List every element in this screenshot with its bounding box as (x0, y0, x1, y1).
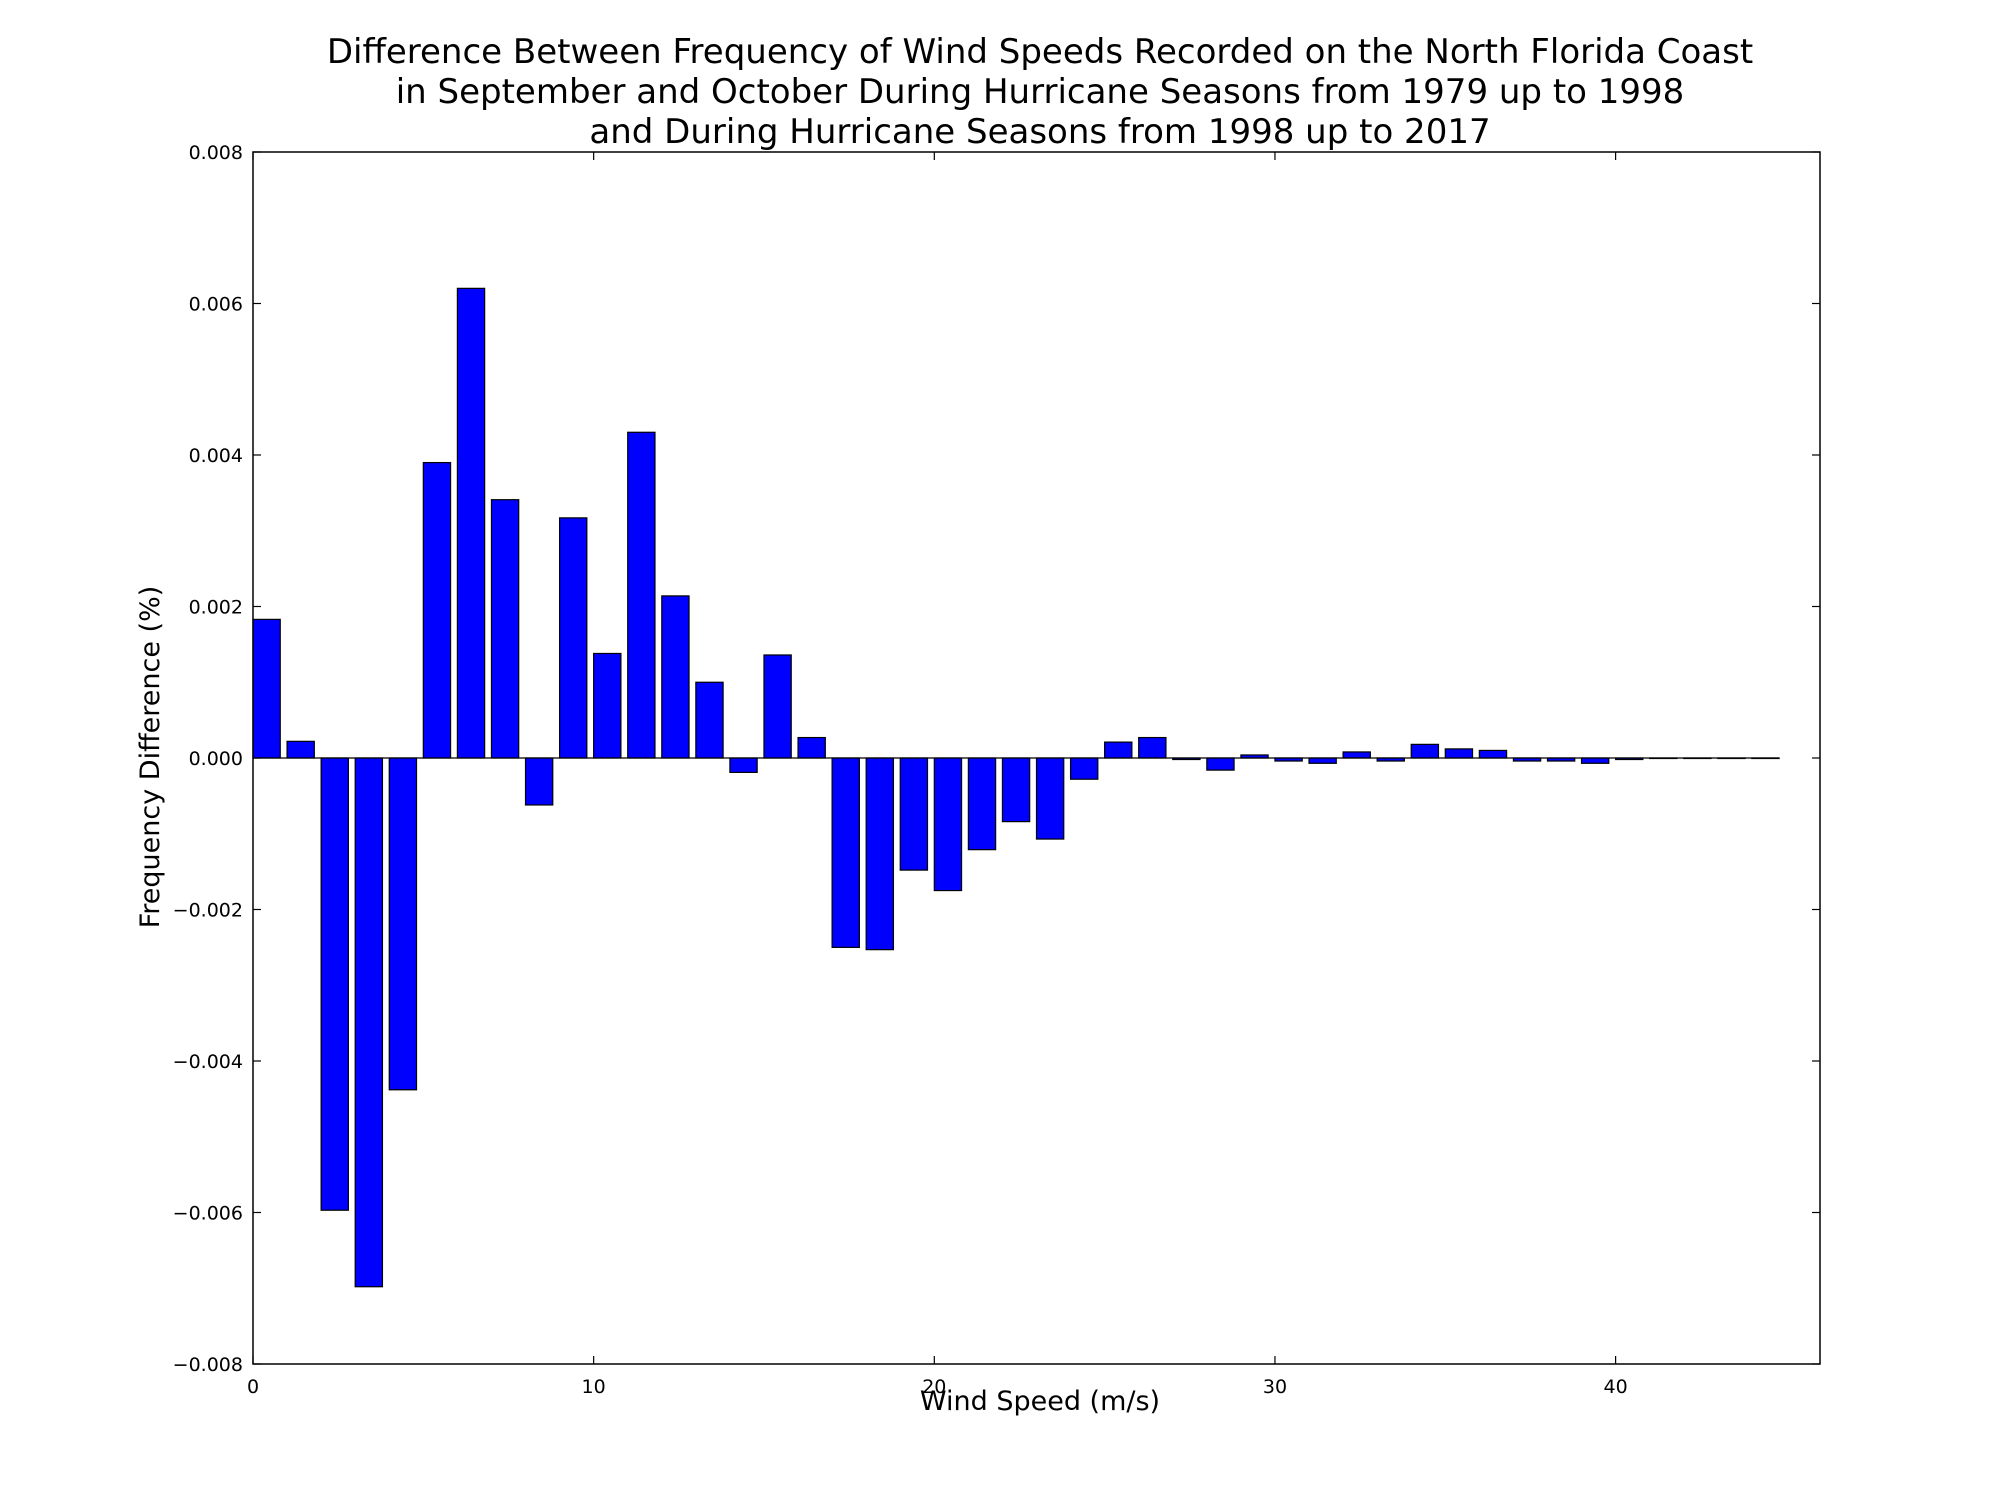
bar-32 (1342, 751, 1371, 759)
bar-2 (320, 757, 349, 1211)
bar-9 (558, 517, 588, 759)
x-tick-label: 30 (1263, 1376, 1287, 1398)
bars (252, 287, 1780, 1288)
bar-23 (1035, 757, 1065, 840)
y-tick-label: −0.002 (173, 900, 243, 922)
y-tick-label: 0.002 (189, 597, 243, 619)
bar-22 (1001, 757, 1031, 823)
bar-7 (490, 499, 520, 759)
bar-18 (865, 757, 895, 951)
chart-title-line-2: in September and October During Hurrican… (396, 72, 1685, 112)
bar-14 (729, 757, 758, 773)
bar-5 (422, 461, 452, 759)
y-tick-label: 0.008 (189, 142, 243, 164)
bar-36 (1478, 749, 1508, 759)
bar-28 (1206, 757, 1235, 771)
y-tick-label: 0.004 (189, 445, 243, 467)
bar-31 (1308, 757, 1337, 764)
bar-3 (354, 757, 384, 1288)
bar-21 (967, 757, 997, 851)
y-tick-label: −0.004 (173, 1051, 243, 1073)
bar-12 (661, 595, 690, 759)
x-axis-label: Wind Speed (m/s) (920, 1386, 1160, 1417)
bar-17 (831, 757, 860, 948)
bar-6 (456, 287, 486, 759)
bar-8 (524, 757, 554, 806)
y-tick-label: −0.008 (173, 1354, 243, 1376)
chart-title: Difference Between Frequency of Wind Spe… (327, 32, 1753, 152)
bar-35 (1444, 748, 1474, 759)
plot-area-frame (252, 151, 1821, 1365)
bar-26 (1138, 736, 1167, 759)
x-tick-label: 40 (1604, 1376, 1628, 1398)
y-tick-label: −0.006 (173, 1203, 243, 1225)
chart-title-line-1: Difference Between Frequency of Wind Spe… (327, 32, 1753, 72)
bar-24 (1069, 757, 1099, 780)
x-tick-label: 10 (582, 1376, 606, 1398)
bar-19 (899, 757, 929, 871)
bar-39 (1580, 757, 1610, 764)
bar-1 (286, 740, 315, 759)
bar-20 (933, 757, 963, 892)
bar-11 (627, 431, 656, 759)
bar-4 (388, 757, 418, 1091)
axis-ticks: 0 10 20 30 40 −0.008 −0.006 −0.004 −0.002 0.000 0.… (173, 142, 1820, 1398)
y-tick-label: 0.006 (189, 294, 243, 316)
bar-34 (1410, 743, 1440, 759)
bar-25 (1104, 741, 1133, 759)
bar-13 (695, 681, 724, 759)
bar-15 (763, 654, 792, 759)
y-axis-label: Frequency Difference (%) (135, 586, 166, 929)
bar-10 (593, 652, 622, 759)
x-tick-label: 20 (922, 1376, 946, 1398)
y-tick-label: 0.000 (189, 748, 243, 770)
bar-16 (797, 736, 826, 759)
bar-0 (252, 618, 281, 759)
x-tick-label: 0 (247, 1376, 259, 1398)
chart-title-line-3: and During Hurricane Seasons from 1998 u… (589, 112, 1490, 152)
